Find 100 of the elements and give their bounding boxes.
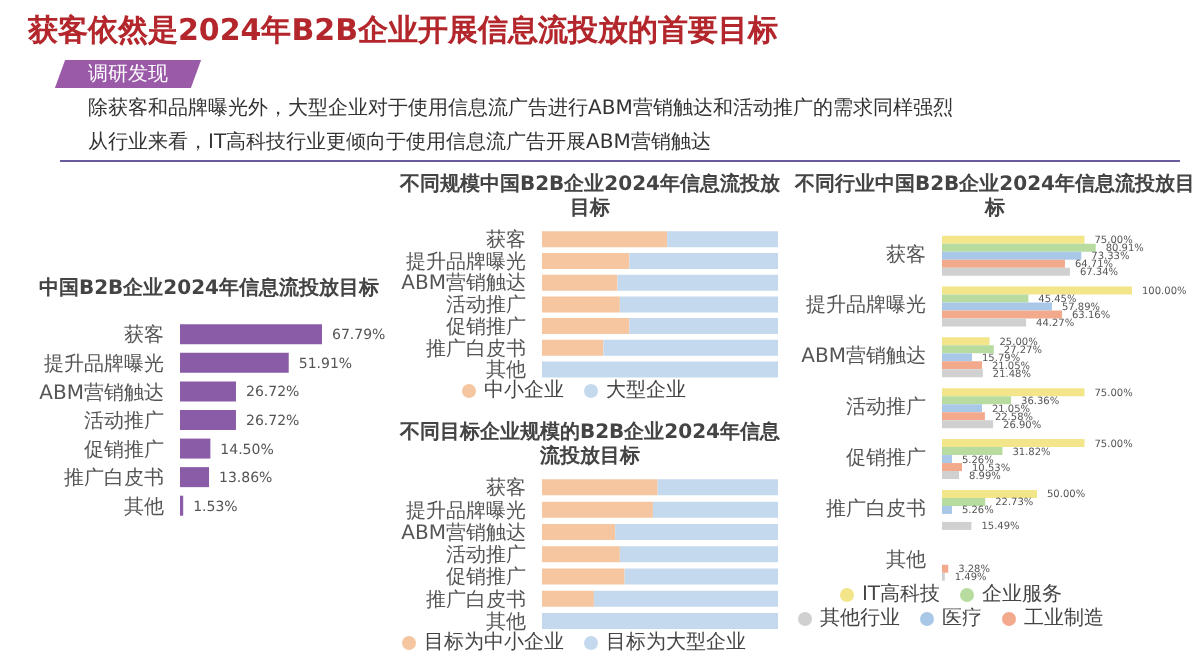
bar — [542, 339, 604, 356]
y-tick-label: 推广白皮书 — [64, 466, 164, 491]
legend-label: 工业制造 — [1024, 608, 1104, 630]
y-tick-label: 提升品牌曝光 — [806, 293, 926, 318]
bar — [942, 455, 952, 464]
bar — [542, 501, 653, 518]
y-tick-label: 促销推广 — [446, 565, 526, 590]
legend-label: 其他行业 — [820, 608, 900, 630]
y-tick-label: 促销推广 — [84, 437, 164, 462]
y-tick-label: 活动推广 — [84, 409, 164, 434]
bar — [942, 369, 983, 378]
bar — [542, 231, 668, 248]
y-tick-label: 促销推广 — [446, 314, 526, 339]
y-tick-label: 提升品牌曝光 — [44, 351, 164, 376]
chart-title: 中国B2B企业2024年信息流投放目标 — [36, 274, 382, 304]
bar — [942, 412, 985, 421]
text: 调研发现 — [88, 62, 168, 88]
text: 除获客和品牌曝光外，大型企业对于使用信息流广告进行ABM营销触达和活动推广的需求同样强烈 — [88, 95, 955, 122]
bar — [542, 252, 630, 269]
bar — [942, 463, 963, 472]
bar — [180, 467, 210, 488]
y-tick-label: 获客 — [486, 227, 526, 252]
bar — [629, 318, 778, 335]
bar — [619, 546, 778, 563]
y-tick-label: 其他 — [124, 494, 164, 519]
bar — [542, 590, 594, 607]
bar — [942, 294, 1029, 303]
bar — [942, 302, 1052, 311]
y-tick-label: 活动推广 — [446, 293, 526, 318]
bar — [942, 361, 982, 370]
bar — [942, 564, 949, 573]
y-tick-label: ABM营销触达 — [39, 380, 164, 405]
bar — [942, 521, 972, 530]
bar — [942, 439, 1085, 448]
chart-title: 不同目标企业规模的B2B企业2024年信息流投放目标 — [397, 419, 783, 472]
y-tick-label: 推广白皮书 — [426, 587, 526, 612]
text: 从行业来看，IT高科技行业更倾向于使用信息流广告开展ABM营销触达 — [88, 129, 713, 156]
legend-label: 目标为中小企业 — [424, 632, 564, 654]
bar — [942, 489, 1037, 498]
legend-label: 企业服务 — [982, 584, 1063, 606]
bar — [942, 310, 1062, 319]
bar — [942, 388, 1085, 397]
bar — [942, 404, 982, 413]
bar — [542, 318, 630, 335]
y-tick-label: ABM营销触达 — [401, 520, 526, 545]
y-tick-label: 获客 — [486, 476, 526, 501]
bar — [542, 546, 620, 563]
bar — [180, 352, 289, 373]
bar — [629, 252, 778, 269]
bar — [542, 274, 618, 291]
bar — [542, 613, 778, 630]
bar — [542, 479, 658, 496]
y-tick-label: 提升品牌曝光 — [406, 249, 526, 274]
bar — [942, 267, 1070, 276]
bar — [603, 339, 778, 356]
bar — [942, 471, 960, 480]
bar — [657, 479, 778, 496]
y-tick-label: ABM营销触达 — [401, 271, 526, 296]
bar — [942, 235, 1085, 244]
bar — [942, 318, 1027, 327]
bar — [942, 345, 994, 354]
bar — [942, 420, 994, 429]
bar — [942, 259, 1065, 268]
bar — [652, 501, 778, 518]
legend-label: 中小企业 — [484, 380, 564, 402]
y-tick-label: 推广白皮书 — [826, 496, 926, 521]
y-tick-label: 其他 — [486, 609, 526, 634]
bar — [615, 523, 778, 540]
bar — [942, 497, 986, 506]
bar — [593, 590, 778, 607]
legend-label: 大型企业 — [606, 380, 686, 402]
chart-title: 不同规模中国B2B企业2024年信息流投放目标 — [397, 170, 783, 224]
bar — [180, 381, 236, 402]
legend-label: 目标为大型企业 — [606, 632, 746, 654]
bar — [942, 505, 952, 514]
bar — [542, 296, 620, 313]
bar — [624, 568, 778, 585]
bar — [180, 324, 322, 345]
y-tick-label: 其他 — [886, 547, 926, 572]
bar — [617, 274, 778, 291]
y-tick-label: 活动推广 — [846, 395, 926, 420]
bar — [542, 568, 625, 585]
bar — [942, 243, 1096, 252]
y-tick-label: 促销推广 — [846, 445, 926, 470]
bar — [180, 410, 236, 430]
legend-label: IT高科技 — [861, 584, 941, 606]
bar — [942, 353, 972, 362]
bar — [942, 286, 1132, 295]
chart-title: 不同行业中国B2B企业2024年信息流投放目标 — [792, 170, 1198, 224]
bar — [542, 523, 616, 540]
text: 获客依然是2024年B2B企业开展信息流投放的首要目标 — [26, 12, 781, 50]
bar — [180, 438, 211, 459]
bar — [942, 251, 1082, 260]
y-tick-label: 推广白皮书 — [426, 336, 526, 361]
y-tick-label: ABM营销触达 — [801, 344, 926, 369]
bar — [942, 396, 1012, 405]
y-tick-label: 其他 — [486, 358, 526, 383]
bar — [619, 296, 778, 313]
y-tick-label: 获客 — [124, 323, 164, 348]
bar — [542, 361, 778, 378]
